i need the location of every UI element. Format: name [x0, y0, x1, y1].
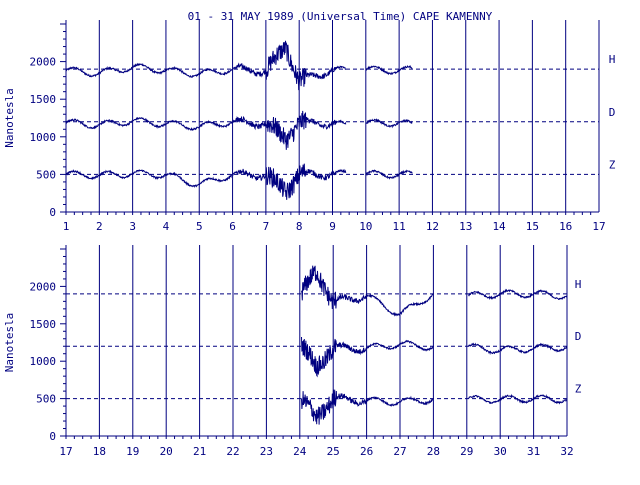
- x-tick-label: 10: [359, 220, 372, 233]
- component-label-z: Z: [575, 383, 582, 396]
- trace-h: [301, 265, 434, 317]
- y-tick-label: 500: [36, 393, 56, 406]
- x-tick-label: 24: [293, 445, 307, 458]
- y-axis-label: Nanotesla: [3, 88, 16, 148]
- trace-d: [468, 342, 567, 356]
- x-tick-label: 11: [393, 220, 406, 233]
- y-tick-label: 0: [49, 206, 56, 219]
- x-tick-label: 22: [226, 445, 239, 458]
- trace-h: [65, 40, 347, 91]
- x-tick-label: 26: [360, 445, 373, 458]
- x-tick-label: 2: [96, 220, 103, 233]
- trace-h: [365, 64, 413, 76]
- x-tick-label: 20: [160, 445, 173, 458]
- trace-z: [301, 389, 434, 425]
- x-tick-label: 32: [560, 445, 573, 458]
- x-tick-label: 13: [459, 220, 472, 233]
- x-tick-label: 15: [526, 220, 539, 233]
- x-tick-label: 23: [260, 445, 273, 458]
- x-tick-label: 21: [193, 445, 206, 458]
- x-tick-label: 9: [329, 220, 336, 233]
- y-tick-label: 1000: [30, 131, 57, 144]
- x-tick-label: 31: [527, 445, 540, 458]
- x-tick-label: 16: [559, 220, 572, 233]
- x-tick-label: 29: [460, 445, 473, 458]
- chart-title: 01 - 31 MAY 1989 (Universal Time) CAPE K…: [188, 10, 493, 23]
- x-tick-label: 17: [592, 220, 605, 233]
- x-tick-label: 12: [426, 220, 439, 233]
- y-tick-label: 2000: [30, 280, 57, 293]
- component-label-d: D: [575, 330, 582, 343]
- y-tick-label: 2000: [30, 56, 57, 69]
- x-tick-label: 17: [59, 445, 72, 458]
- x-tick-label: 7: [263, 220, 270, 233]
- x-tick-label: 14: [492, 220, 506, 233]
- x-tick-label: 3: [129, 220, 136, 233]
- x-tick-label: 30: [494, 445, 507, 458]
- y-tick-label: 500: [36, 168, 56, 181]
- trace-h: [468, 288, 568, 301]
- trace-d: [65, 110, 347, 150]
- component-label-z: Z: [609, 158, 616, 171]
- y-axis-label: Nanotesla: [3, 313, 16, 373]
- trace-d: [301, 336, 434, 378]
- trace-z: [365, 169, 413, 180]
- x-tick-label: 25: [327, 445, 340, 458]
- x-tick-label: 8: [296, 220, 303, 233]
- x-tick-label: 6: [229, 220, 236, 233]
- x-tick-label: 1: [63, 220, 70, 233]
- y-tick-label: 1500: [30, 93, 57, 106]
- trace-z: [468, 393, 567, 405]
- y-tick-label: 1500: [30, 318, 57, 331]
- x-tick-label: 4: [163, 220, 170, 233]
- x-tick-label: 5: [196, 220, 203, 233]
- trace-d: [365, 118, 413, 129]
- x-tick-label: 18: [93, 445, 106, 458]
- y-tick-label: 1000: [30, 355, 57, 368]
- x-tick-label: 19: [126, 445, 139, 458]
- component-label-h: H: [609, 53, 616, 66]
- trace-z: [65, 163, 347, 200]
- x-tick-label: 27: [393, 445, 406, 458]
- component-label-d: D: [609, 106, 616, 119]
- component-label-h: H: [575, 278, 582, 291]
- y-tick-label: 0: [49, 430, 56, 443]
- x-tick-label: 28: [427, 445, 440, 458]
